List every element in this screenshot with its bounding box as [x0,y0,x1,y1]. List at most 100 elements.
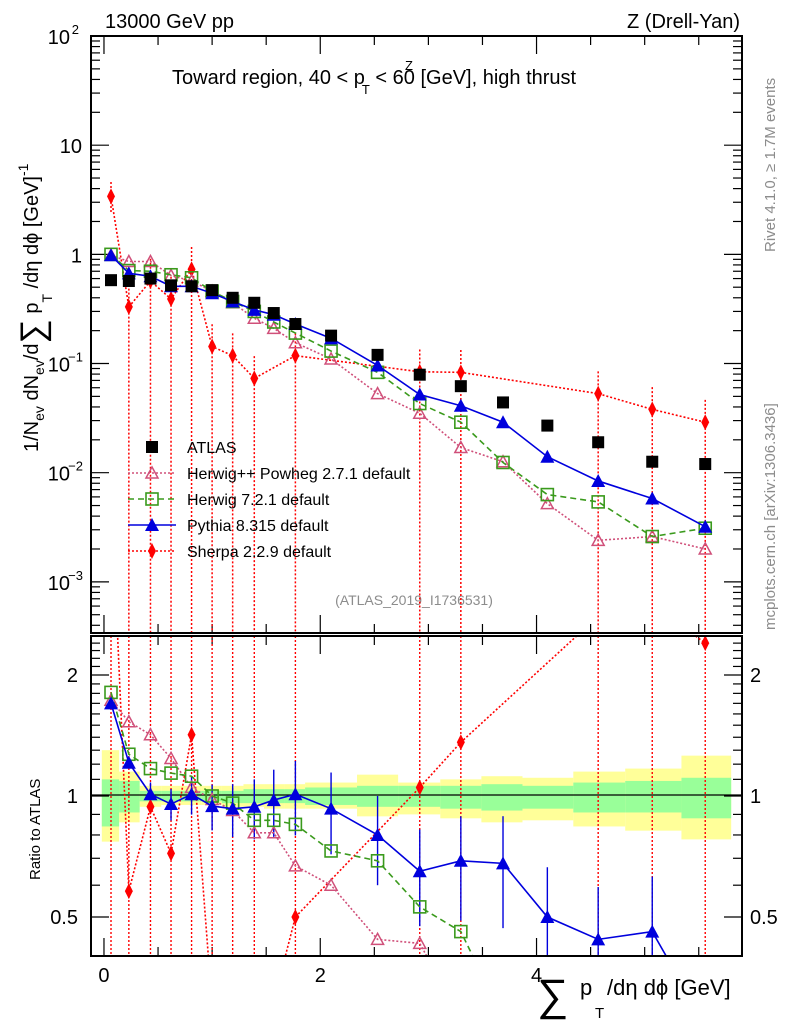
xlabel-a-sub: T [595,1005,604,1022]
ratio-point-pythia [121,755,136,769]
main-point-sherpa [124,298,133,315]
ratio-point-pythia [496,856,511,870]
ratio-point-herwig [412,900,427,914]
ratio-y-tick-label-right: 0.5 [750,907,778,929]
main-line-herwig [110,253,706,538]
ratio-point-herwigpp [121,714,137,728]
main-point-atlas [144,272,157,285]
main-point-pythia [591,473,606,487]
ratio-point-herwigpp [163,750,179,765]
ratio-line-sherpa [116,636,706,956]
main-point-atlas [185,280,198,293]
main-point-herwigpp [495,454,511,468]
main-point-sherpa [701,414,710,431]
y-tick-label: 1 [71,245,82,267]
ratio-point-herwigpp [412,935,428,950]
main-point-pythia [645,491,660,505]
main-point-sherpa [228,347,237,364]
ylabel-e: /dη dϕ [GeV] [21,176,43,294]
main-point-sherpa [456,364,465,381]
y-tick-label-exp: −3 [68,568,83,583]
ratio-point-herwig [247,813,262,828]
main-point-atlas [105,274,118,287]
ratio-point-pythia [645,924,660,938]
legend-item: Herwig++ Powheg 2.7.1 default [128,465,411,483]
ratio-series [103,478,710,956]
main-point-pythia [247,302,262,316]
main-line-sherpa [110,196,706,423]
main-point-atlas [699,458,712,471]
ylabel-e-sup: -1 [15,163,31,176]
main-point-atlas [371,348,384,361]
ratio-point-herwig [164,766,178,780]
top-right-label: Z (Drell-Yan) [627,11,740,33]
ylabel-sum: ∑ [14,319,52,343]
legend-marker [146,441,158,453]
y-tick-label-exp: −2 [68,459,83,474]
main-point-sherpa [648,401,657,418]
ylabel-a: 1/N [21,421,43,452]
main-point-atlas [248,296,261,309]
legend-item: Herwig 7.2.1 default [128,492,330,509]
main-point-pythia [104,248,119,262]
main-point-sherpa [291,347,300,364]
ratio-point-pythia [591,932,606,946]
ratio-point-sherpa [415,779,424,796]
main-point-pythia [540,449,555,463]
ratio-point-sherpa [701,636,710,652]
x-tick-label: 0 [98,965,109,987]
ratio-point-sherpa [456,734,465,751]
main-point-pythia [698,519,713,533]
main-point-atlas [289,318,302,331]
ratio-y-tick-label: 2 [67,665,78,687]
main-point-herwigpp [370,386,385,400]
main-point-sherpa [167,290,176,307]
ylabel-a-sub: ev [31,406,47,421]
ratio-point-pythia [370,827,385,841]
ratio-point-herwig [266,813,281,828]
main-point-herwig [540,487,555,502]
legend-item: Sherpa 2.2.9 default [128,543,332,561]
ratio-point-pythia [104,696,119,710]
ylabel-d: p [21,303,43,320]
ratio-point-pythia [266,793,281,807]
ratio-point-pythia [412,864,427,878]
title-sub: T [362,82,370,97]
mcplots-label: mcplots.cern.ch [arXiv:1306.3436] [762,403,779,630]
main-point-herwigpp [288,335,303,349]
rivet-label: Rivet 4.1.0, ≥ 1.7M events [762,78,779,252]
ratio-panel-frame [90,635,743,957]
legend-marker [148,543,156,559]
ratio-y-tick-label: 0.5 [50,907,78,929]
ratio-band-green [625,780,682,813]
ylabel-b-sub: ev [31,360,47,375]
main-point-atlas [267,307,280,320]
y-axis-label: 1/Nev dNev/d∑ pT /dη dϕ [GeV]-1 [14,163,55,452]
ratio-point-pythia [540,910,555,924]
ratio-point-pythia [453,853,468,867]
ratio-point-sherpa [146,798,155,815]
main-point-atlas [497,396,510,409]
ratio-band-green [573,782,626,813]
ratio-point-sherpa [107,478,115,494]
ylabel-b: dN [21,375,43,406]
ratio-band-green [522,785,574,809]
title-post: < 60 [GeV], high thrust [370,67,577,89]
main-point-atlas [413,368,426,381]
main-point-herwigpp [590,532,606,547]
ratio-point-herwig [324,844,338,858]
ratio-point-pythia [247,799,262,813]
main-point-atlas [541,419,554,432]
xlabel-sum: ∑ [537,971,568,1020]
main-point-herwigpp [143,253,158,268]
main-point-herwigpp [697,541,713,555]
legend-label: ATLAS [187,440,237,457]
main-point-atlas [454,380,467,393]
main-point-atlas [122,274,135,287]
legend-item: Pythia 8.315 default [128,518,329,535]
x-tick-label: 2 [315,965,326,987]
top-panel-frame [90,35,743,634]
ratio-point-sherpa [291,909,300,926]
main-point-atlas [226,291,239,304]
y-tick-label: 10 [60,136,82,158]
